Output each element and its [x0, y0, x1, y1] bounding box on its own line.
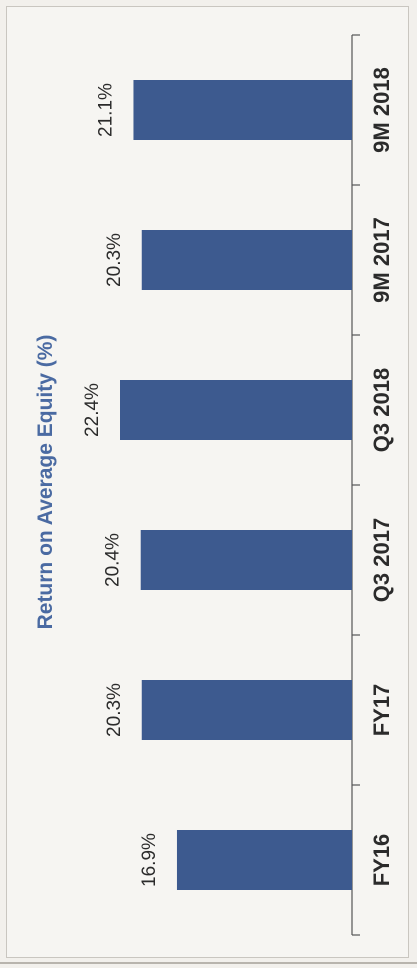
category-label: FY16 [369, 834, 394, 887]
bar-fy16 [176, 830, 352, 890]
data-label: 16.9% [139, 833, 160, 887]
data-label: 22.4% [82, 383, 103, 437]
bar-q3-2018 [120, 380, 352, 440]
chart-frame [6, 6, 409, 958]
category-label: 9M 2017 [369, 217, 394, 303]
data-label: 21.1% [95, 83, 116, 137]
data-label: 20.3% [104, 233, 125, 287]
chart-title: Return on Average Equity (%) [34, 335, 57, 630]
bar-q3-2017 [140, 530, 352, 590]
bar-9m-2017 [141, 230, 352, 290]
category-label: Q3 2017 [369, 518, 394, 602]
bar-fy17 [141, 680, 352, 740]
data-label: 20.3% [104, 683, 125, 737]
bar-9m-2018 [133, 80, 352, 140]
bottom-divider [0, 962, 417, 964]
category-label: Q3 2018 [369, 368, 394, 452]
category-label: FY17 [369, 684, 394, 737]
data-label: 20.4% [103, 533, 124, 587]
category-label: 9M 2018 [369, 67, 394, 153]
